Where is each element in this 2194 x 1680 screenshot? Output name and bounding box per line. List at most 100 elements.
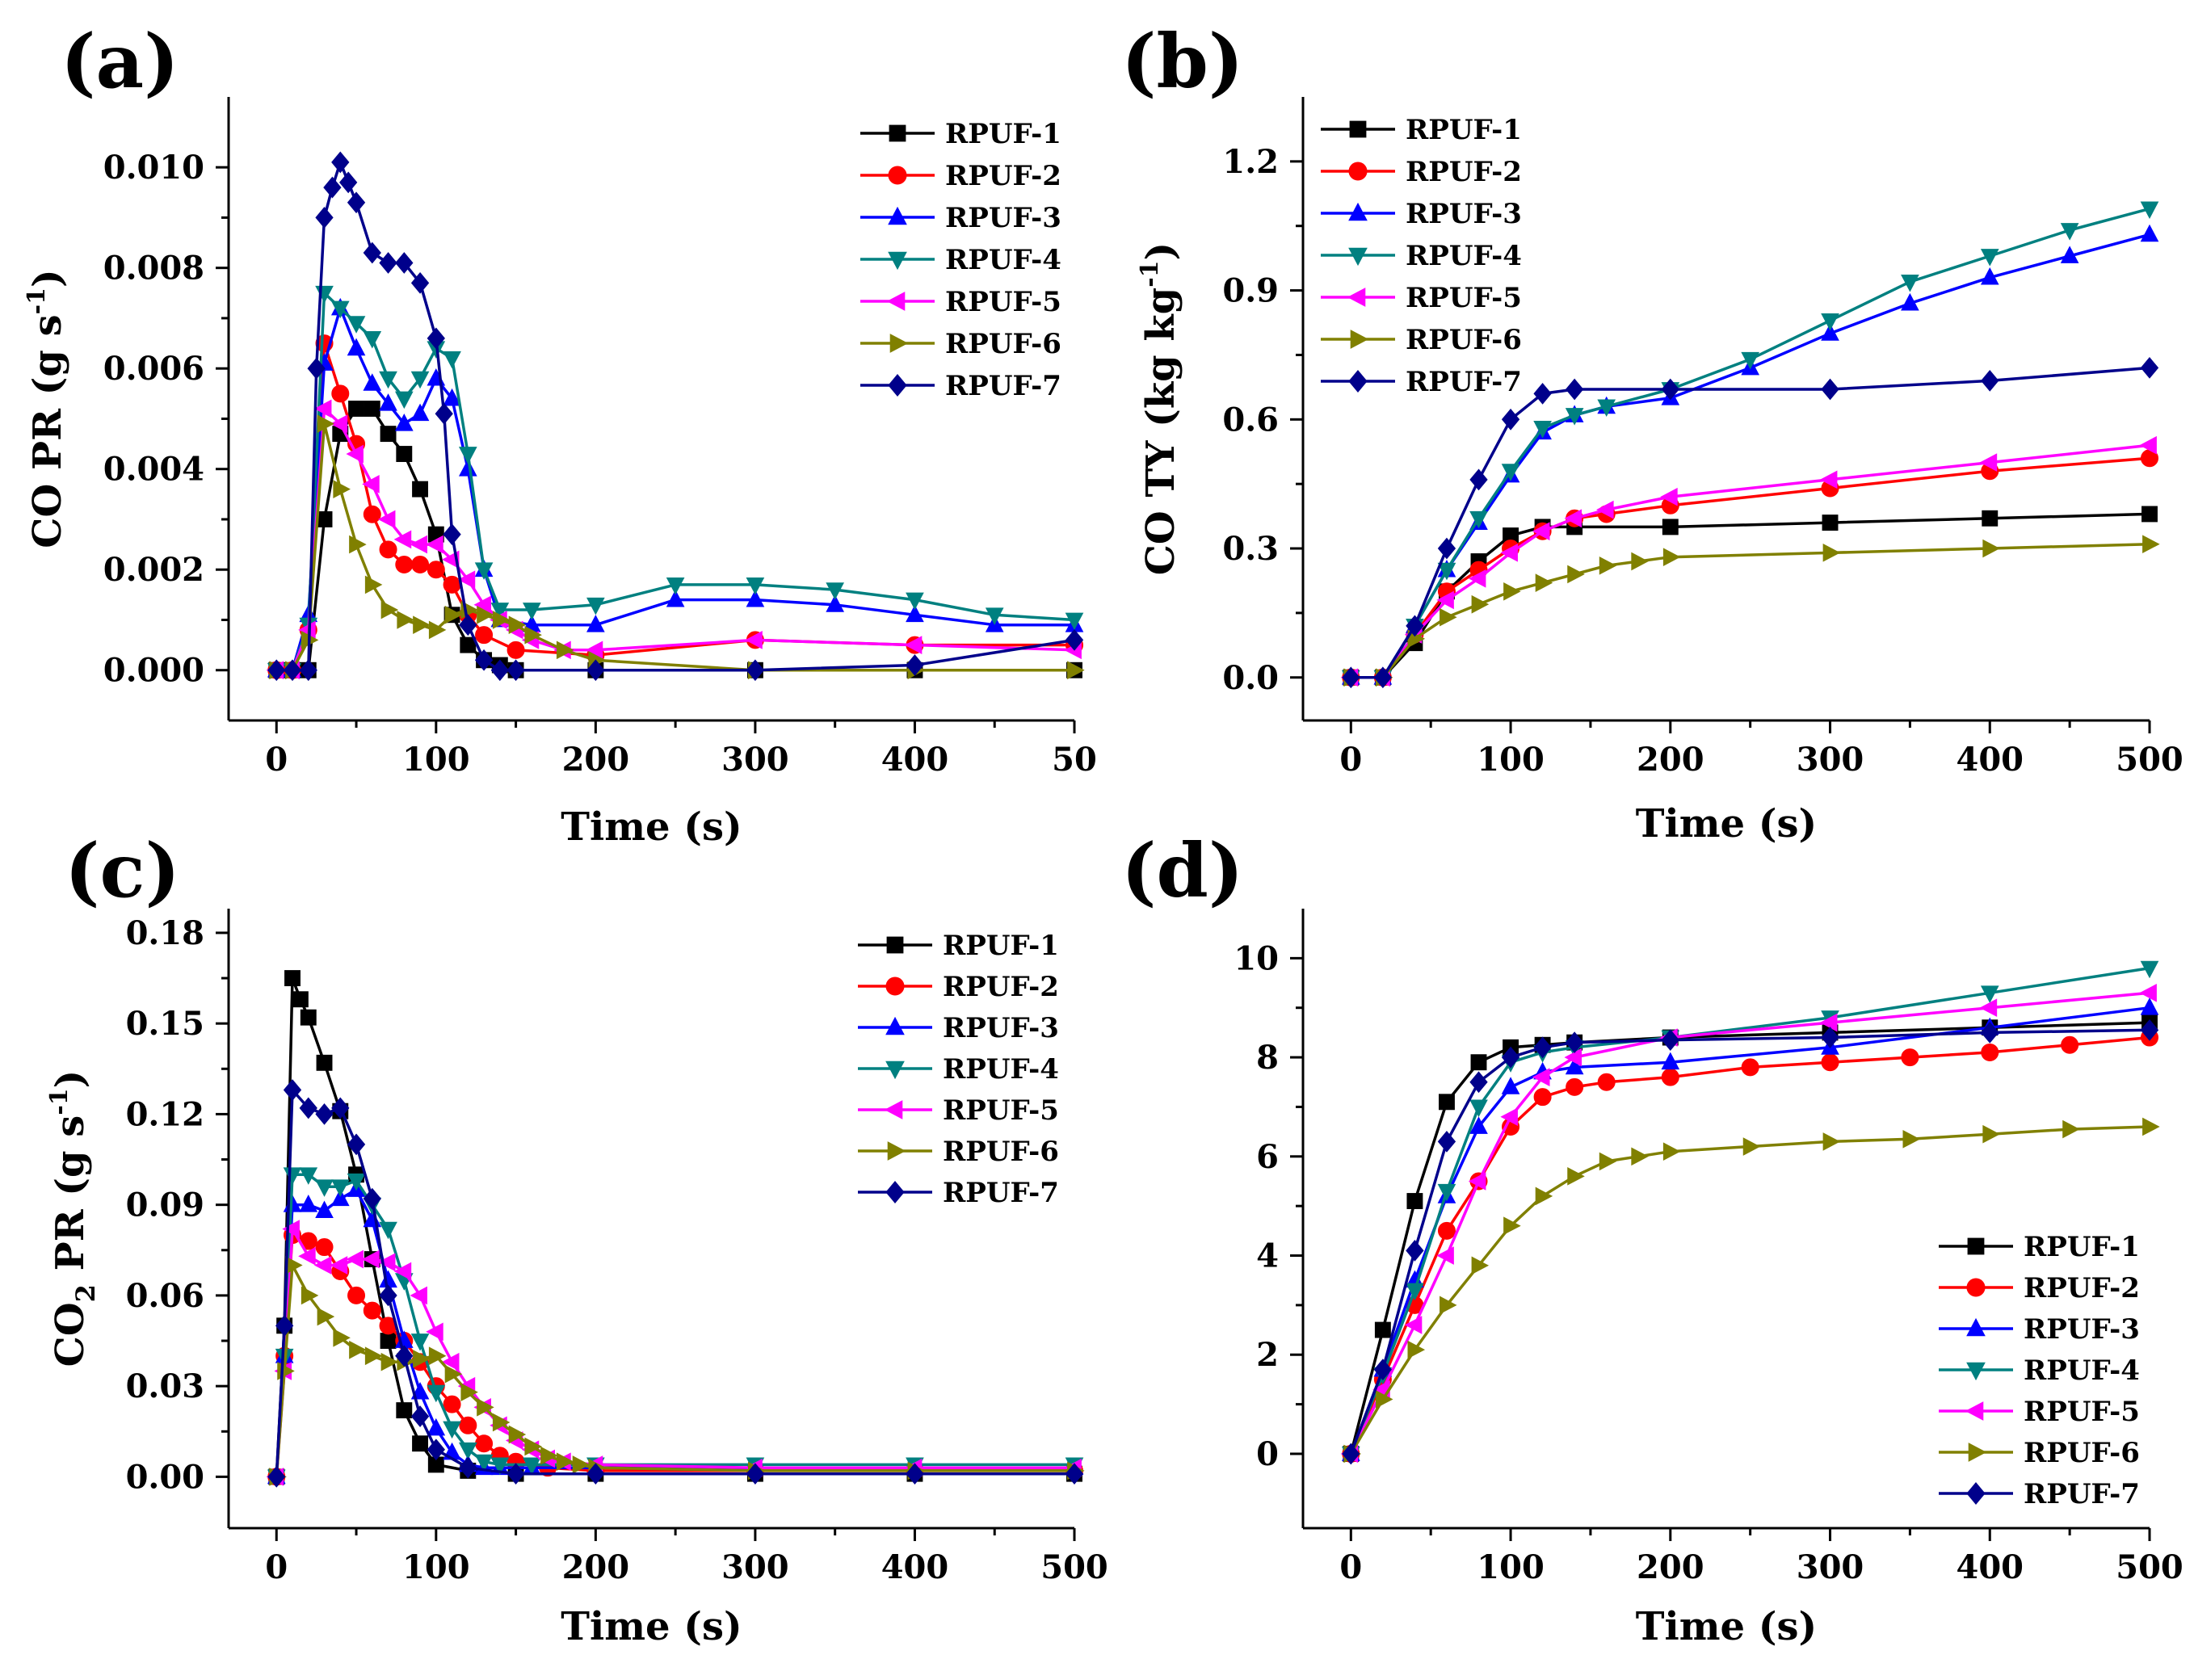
legend-marker <box>1348 370 1368 393</box>
data-point <box>1821 378 1839 401</box>
x-tick-label: 500 <box>2116 1548 2183 1586</box>
data-point <box>492 611 511 629</box>
y-tick-label: 0.006 <box>103 350 204 388</box>
legend-marker <box>888 206 907 225</box>
data-point <box>1404 1316 1423 1334</box>
data-point <box>1565 1056 1584 1075</box>
data-point <box>1469 510 1488 529</box>
data-point <box>1471 594 1490 614</box>
legend-label: RPUF-5 <box>2024 1396 2140 1428</box>
series-rpuf-7 <box>267 1079 1084 1488</box>
y-tick-label: 0.18 <box>126 914 204 952</box>
panel-label-c: (c) <box>65 827 180 914</box>
legend-marker <box>1966 1278 1986 1297</box>
legend-item-rpuf-5: RPUF-5 <box>1939 1396 2140 1428</box>
data-point <box>347 338 366 356</box>
data-point <box>1741 351 1759 370</box>
data-point <box>906 592 924 611</box>
data-point <box>1661 378 1679 401</box>
legend-label: RPUF-2 <box>943 971 1059 1003</box>
data-point <box>377 510 396 529</box>
data-point <box>397 611 414 629</box>
legend-item-rpuf-3: RPUF-3 <box>1321 198 1522 230</box>
data-point <box>330 1188 350 1207</box>
data-point <box>349 1340 367 1359</box>
data-point <box>1979 453 1998 472</box>
x-tick-label: 0 <box>1339 1548 1362 1586</box>
data-point <box>1533 382 1552 405</box>
data-point <box>1821 1027 1839 1048</box>
y-tick-label: 0.09 <box>126 1186 204 1224</box>
data-point <box>435 402 453 425</box>
data-point <box>1564 509 1582 528</box>
data-point <box>379 252 397 274</box>
series-line-rpuf-5 <box>275 1227 1074 1477</box>
x-tick-label: 300 <box>1797 741 1864 779</box>
data-point <box>1566 378 1584 401</box>
data-point <box>1533 1036 1552 1059</box>
data-point <box>347 316 366 334</box>
x-tick-label: 300 <box>721 1548 789 1586</box>
data-point <box>307 357 326 380</box>
data-point <box>346 444 364 464</box>
data-point <box>395 252 414 274</box>
panel-label-d: (d) <box>1121 827 1243 914</box>
series-rpuf-7 <box>1342 357 2159 689</box>
legend-item-rpuf-1: RPUF-1 <box>858 930 1059 962</box>
data-point <box>1901 1048 1919 1067</box>
data-point <box>396 446 413 462</box>
data-point <box>380 600 399 620</box>
legend-label: RPUF-5 <box>943 1094 1059 1127</box>
y-tick-label: 0.004 <box>103 451 204 489</box>
legend-marker <box>1350 330 1369 349</box>
series-line-rpuf-1 <box>1351 512 2150 679</box>
data-point <box>1662 1142 1681 1161</box>
data-point <box>906 1463 924 1485</box>
data-point <box>427 1438 445 1461</box>
legend-marker <box>888 166 907 185</box>
data-point <box>2140 960 2159 979</box>
legend-label: RPUF-5 <box>945 286 1061 318</box>
legend-label: RPUF-6 <box>2024 1437 2140 1469</box>
data-point <box>2139 983 2157 1002</box>
data-point <box>363 1187 381 1210</box>
legend-item-rpuf-7: RPUF-7 <box>1321 366 1522 398</box>
data-point <box>267 659 286 682</box>
data-point <box>1981 1043 1999 1061</box>
data-point <box>2140 224 2159 242</box>
legend-item-rpuf-3: RPUF-3 <box>860 202 1061 234</box>
data-point <box>299 659 317 682</box>
data-point <box>746 589 765 607</box>
data-point <box>1597 1073 1616 1091</box>
data-point <box>380 1352 399 1371</box>
data-point <box>2142 535 2160 554</box>
legend: RPUF-1 RPUF-2 RPUF-3 RPUF-4 RPUF-5 RPUF-6 RPUF… <box>858 930 1059 1209</box>
legend-marker <box>886 936 904 954</box>
x-tick-label: 500 <box>1040 1548 1108 1586</box>
data-point <box>1500 544 1518 562</box>
legend-marker <box>1349 120 1367 138</box>
data-point <box>379 393 397 411</box>
data-point <box>1741 1058 1759 1077</box>
data-point <box>1981 1022 1999 1044</box>
data-point <box>1566 1077 1584 1096</box>
series-rpuf-1 <box>1343 506 2158 686</box>
legend-marker <box>1965 1401 1984 1421</box>
y-tick-label: 1.2 <box>1222 143 1279 181</box>
data-point <box>428 1346 447 1366</box>
data-point <box>2140 201 2159 220</box>
data-point <box>1503 1216 1521 1236</box>
data-point <box>315 207 334 229</box>
data-point <box>315 1103 334 1125</box>
legend: RPUF-1 RPUF-2 RPUF-3 RPUF-4 RPUF-5 RPUF-6 RPUF… <box>860 118 1061 402</box>
data-point <box>1901 275 1919 292</box>
data-point <box>1980 249 1999 267</box>
data-point <box>508 1425 527 1444</box>
y-tick-label: 8 <box>1256 1039 1279 1077</box>
data-point <box>330 414 348 434</box>
data-point <box>363 330 382 349</box>
data-point <box>394 414 414 431</box>
data-point <box>1979 998 1998 1018</box>
data-point <box>1661 1029 1679 1051</box>
data-point <box>443 1421 461 1439</box>
